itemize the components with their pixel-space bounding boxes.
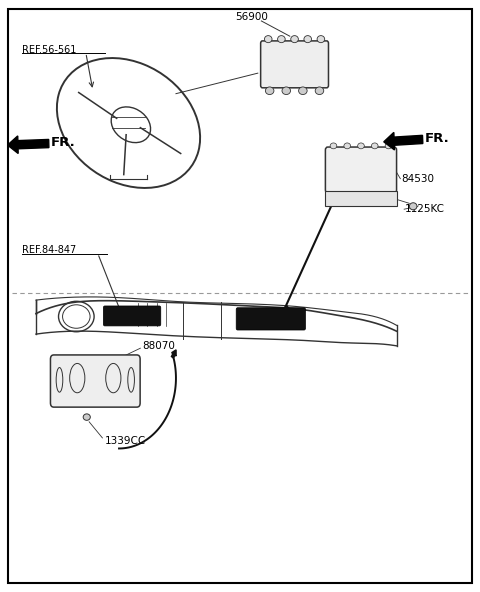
Ellipse shape bbox=[317, 36, 324, 43]
Ellipse shape bbox=[372, 143, 378, 149]
Ellipse shape bbox=[409, 202, 417, 210]
Ellipse shape bbox=[265, 87, 274, 95]
Ellipse shape bbox=[315, 87, 324, 95]
Ellipse shape bbox=[344, 143, 350, 149]
FancyBboxPatch shape bbox=[261, 41, 328, 88]
Ellipse shape bbox=[299, 87, 307, 95]
Ellipse shape bbox=[83, 414, 90, 420]
Text: 84530: 84530 bbox=[401, 173, 434, 184]
FancyBboxPatch shape bbox=[103, 306, 161, 326]
Ellipse shape bbox=[277, 36, 285, 43]
FancyBboxPatch shape bbox=[50, 355, 140, 407]
FancyArrow shape bbox=[384, 133, 423, 150]
FancyBboxPatch shape bbox=[325, 191, 396, 206]
Text: 56900: 56900 bbox=[235, 12, 268, 22]
Text: REF.56-561: REF.56-561 bbox=[22, 44, 76, 54]
Ellipse shape bbox=[385, 143, 392, 149]
Ellipse shape bbox=[282, 87, 290, 95]
Ellipse shape bbox=[330, 143, 337, 149]
Text: FR.: FR. bbox=[425, 133, 450, 145]
Text: REF.84-847: REF.84-847 bbox=[22, 245, 76, 255]
Text: 1339CC: 1339CC bbox=[105, 436, 146, 446]
Text: 88070: 88070 bbox=[143, 341, 176, 351]
FancyArrow shape bbox=[280, 305, 288, 316]
Ellipse shape bbox=[304, 36, 312, 43]
FancyArrow shape bbox=[8, 136, 49, 153]
Ellipse shape bbox=[291, 36, 299, 43]
FancyBboxPatch shape bbox=[325, 147, 396, 193]
Ellipse shape bbox=[264, 36, 272, 43]
Text: 1125KC: 1125KC bbox=[405, 204, 445, 214]
FancyArrow shape bbox=[171, 350, 176, 358]
FancyBboxPatch shape bbox=[236, 308, 305, 330]
Ellipse shape bbox=[358, 143, 364, 149]
Text: FR.: FR. bbox=[51, 136, 76, 149]
